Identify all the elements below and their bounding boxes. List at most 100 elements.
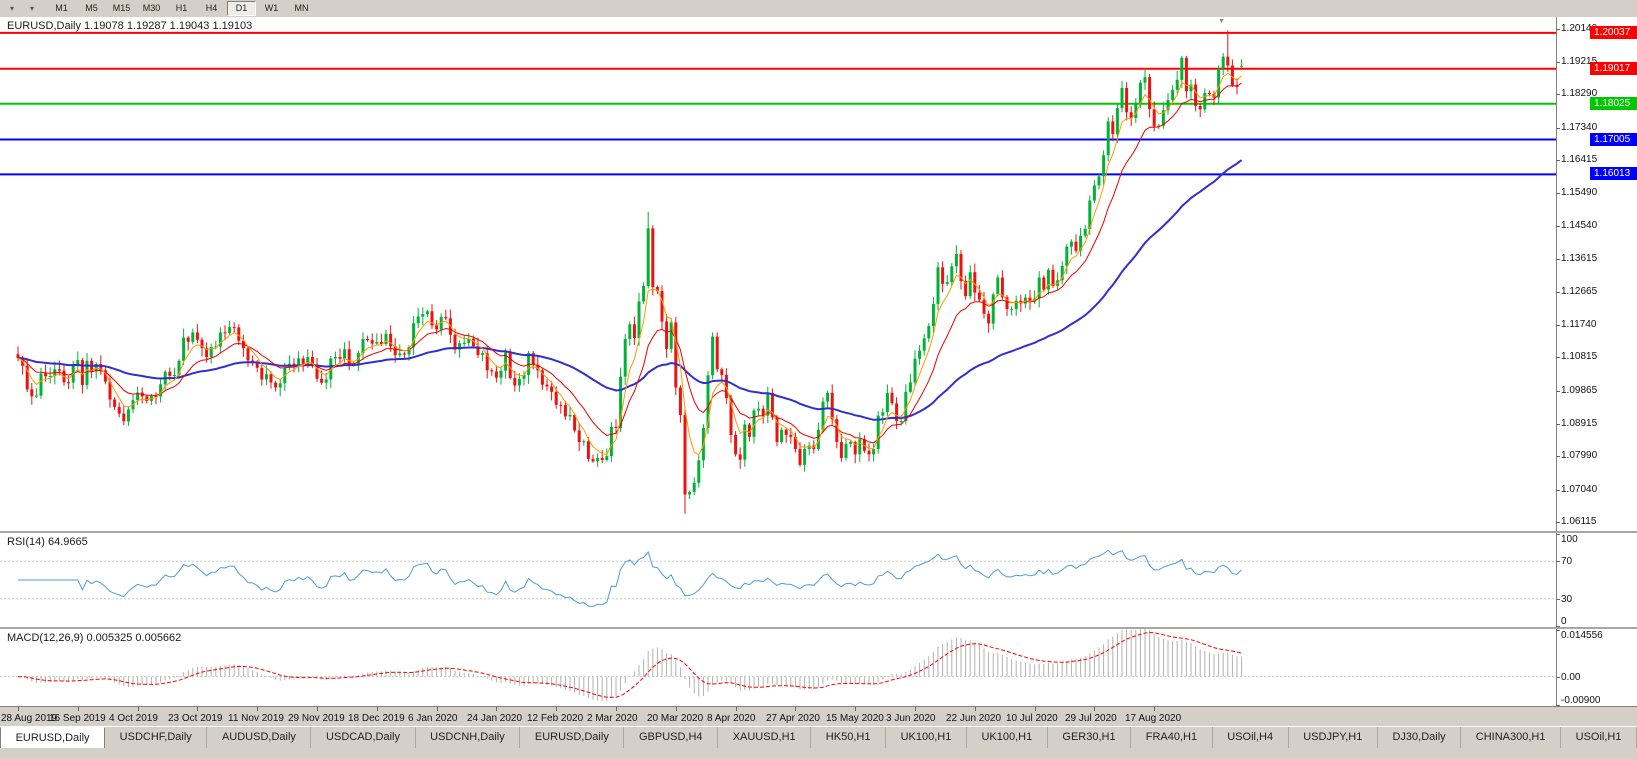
date-tick <box>437 707 438 711</box>
date-tick <box>317 707 318 711</box>
date-label: 8 Apr 2020 <box>707 713 756 724</box>
date-label: 2 Mar 2020 <box>587 713 638 724</box>
chart-tab-fra40-h1[interactable]: FRA40,H1 <box>1131 727 1213 749</box>
chart-tab-usdjpy-h1[interactable]: USDJPY,H1 <box>1289 727 1378 749</box>
price-axis-label: 1.16415 <box>1561 154 1598 166</box>
price-axis-label: 1.11740 <box>1561 318 1597 330</box>
rsi-axis-tick <box>1556 626 1560 627</box>
price-axis-separator <box>1556 17 1557 706</box>
chart-shift-marker[interactable]: ▼ <box>1218 18 1225 25</box>
price-axis-label: 1.08915 <box>1561 417 1598 429</box>
chart-tab-audusd-daily[interactable]: AUDUSD,Daily <box>207 727 312 749</box>
timeframe-button-h1[interactable]: H1 <box>175 3 188 13</box>
chart-tab-hk50-h1[interactable]: HK50,H1 <box>811 727 887 749</box>
chart-tab-usoil-h1[interactable]: USOil,H1 <box>1561 727 1637 749</box>
chart-tab-usdchf-daily[interactable]: USDCHF,Daily <box>105 727 208 749</box>
timeframe-button-m5[interactable]: M5 <box>85 3 98 13</box>
panel-separator[interactable] <box>0 627 1637 629</box>
timeframe-button-m15[interactable]: M15 <box>112 3 131 13</box>
timeframe-button-m1[interactable]: M1 <box>55 3 68 13</box>
date-label: 6 Jan 2020 <box>408 713 458 724</box>
macd-panel[interactable]: MACD(12,26,9) 0.005325 0.005662 <box>0 629 1637 706</box>
rsi-panel[interactable]: RSI(14) 64.9665 <box>0 533 1637 627</box>
level-price-tag: 1.20037 <box>1590 25 1637 39</box>
timeframe-button-h4[interactable]: H4 <box>205 3 218 13</box>
price-chart-panel[interactable]: EURUSD,Daily 1.19078 1.19287 1.19043 1.1… <box>0 17 1637 531</box>
chart-tab-gbpusd-h4[interactable]: GBPUSD,H4 <box>624 727 719 749</box>
rsi-label: RSI(14) 64.9665 <box>7 536 88 548</box>
date-tick <box>676 707 677 711</box>
date-label: 15 May 2020 <box>826 713 884 724</box>
ma-fast-line <box>17 72 1242 456</box>
chart-tab-eurusd-daily[interactable]: EURUSD,Daily <box>520 727 625 749</box>
price-axis-tick <box>1556 226 1560 228</box>
rsi-axis-tick <box>1556 561 1560 563</box>
chart-tab-china300-h1[interactable]: CHINA300,H1 <box>1461 727 1562 749</box>
date-label: 27 Apr 2020 <box>766 713 820 724</box>
macd-histogram <box>22 629 1243 701</box>
symbol-ohlc-label: EURUSD,Daily 1.19078 1.19287 1.19043 1.1… <box>7 20 253 32</box>
rsi-axis-tick <box>1556 534 1560 535</box>
chart-tab-ger30-h1[interactable]: GER30,H1 <box>1048 727 1132 749</box>
date-label: 18 Dec 2019 <box>348 713 405 724</box>
chart-tab-dj30-daily[interactable]: DJ30,Daily <box>1378 727 1462 749</box>
date-tick <box>496 707 497 711</box>
date-label: 24 Jan 2020 <box>467 713 523 724</box>
date-tick <box>1035 707 1036 711</box>
timeframe-button-mn[interactable]: MN <box>294 3 309 13</box>
price-axis-tick <box>1556 258 1560 260</box>
chart-tab-xauusd-h1[interactable]: XAUUSD,H1 <box>718 727 812 749</box>
date-tick <box>377 707 378 711</box>
panel-separator[interactable] <box>0 531 1637 533</box>
price-axis-label: 1.18290 <box>1561 88 1598 100</box>
time-axis[interactable]: 28 Aug 2019 16 Sep 2019 4 Oct 2019 23 Oct 2… <box>0 706 1637 727</box>
macd-signal-line <box>17 631 1242 698</box>
date-tick <box>795 707 796 711</box>
date-tick <box>556 707 557 711</box>
price-axis-label: 1.12665 <box>1561 286 1598 298</box>
macd-axis-label: 0.014556 <box>1561 630 1603 641</box>
date-tick <box>855 707 856 711</box>
price-axis-tick <box>1556 94 1560 96</box>
date-tick <box>197 707 198 711</box>
price-axis-tick <box>1556 61 1560 63</box>
rsi-axis-label: 0 <box>1561 616 1567 627</box>
timeframe-button-w1[interactable]: W1 <box>264 3 279 13</box>
date-tick <box>1154 707 1155 711</box>
date-tick <box>616 707 617 711</box>
chart-menu-icon[interactable]: ▾ <box>9 4 14 13</box>
rsi-axis-label: 100 <box>1561 534 1578 545</box>
rsi-plot <box>0 549 1556 608</box>
ma-mid-line <box>17 82 1242 444</box>
date-label: 3 Jun 2020 <box>886 713 936 724</box>
date-tick <box>736 707 737 711</box>
date-label: 28 Aug 2019 <box>1 713 58 724</box>
price-axis-label: 1.10815 <box>1561 351 1598 363</box>
price-axis-tick <box>1556 160 1560 162</box>
date-tick <box>78 707 79 711</box>
level-price-tag: 1.16013 <box>1590 167 1637 181</box>
date-label: 16 Sep 2019 <box>49 713 106 724</box>
price-chart-plot[interactable] <box>0 17 1637 531</box>
chart-tab-usoil-h4[interactable]: USOil,H4 <box>1213 727 1289 749</box>
macd-axis-tick <box>1556 676 1560 678</box>
timeframe-button-d1[interactable]: D1 <box>227 1 256 16</box>
date-tick <box>915 707 916 711</box>
chart-tab-usdcad-daily[interactable]: USDCAD,Daily <box>311 727 416 749</box>
date-label: 29 Jul 2020 <box>1065 713 1117 724</box>
macd-axis-label: 0.00 <box>1561 671 1581 683</box>
period-menu-icon[interactable]: ▾ <box>29 4 34 13</box>
chart-tab-uk100-h1[interactable]: UK100,H1 <box>886 727 967 749</box>
chart-tab-usdcnh-daily[interactable]: USDCNH,Daily <box>416 727 521 749</box>
date-label: 10 Jul 2020 <box>1006 713 1058 724</box>
date-label: 23 Oct 2019 <box>168 713 223 724</box>
window-bottom-strip <box>0 748 1637 759</box>
date-tick <box>18 707 19 711</box>
date-tick <box>975 707 976 711</box>
date-tick <box>138 707 139 711</box>
chart-tab-uk100-h1[interactable]: UK100,H1 <box>967 727 1048 749</box>
price-axis-label: 1.07990 <box>1561 450 1598 462</box>
timeframe-button-m30[interactable]: M30 <box>142 3 161 13</box>
chart-tab-eurusd-daily[interactable]: EURUSD,Daily <box>0 727 106 749</box>
date-label: 20 Mar 2020 <box>647 713 704 724</box>
